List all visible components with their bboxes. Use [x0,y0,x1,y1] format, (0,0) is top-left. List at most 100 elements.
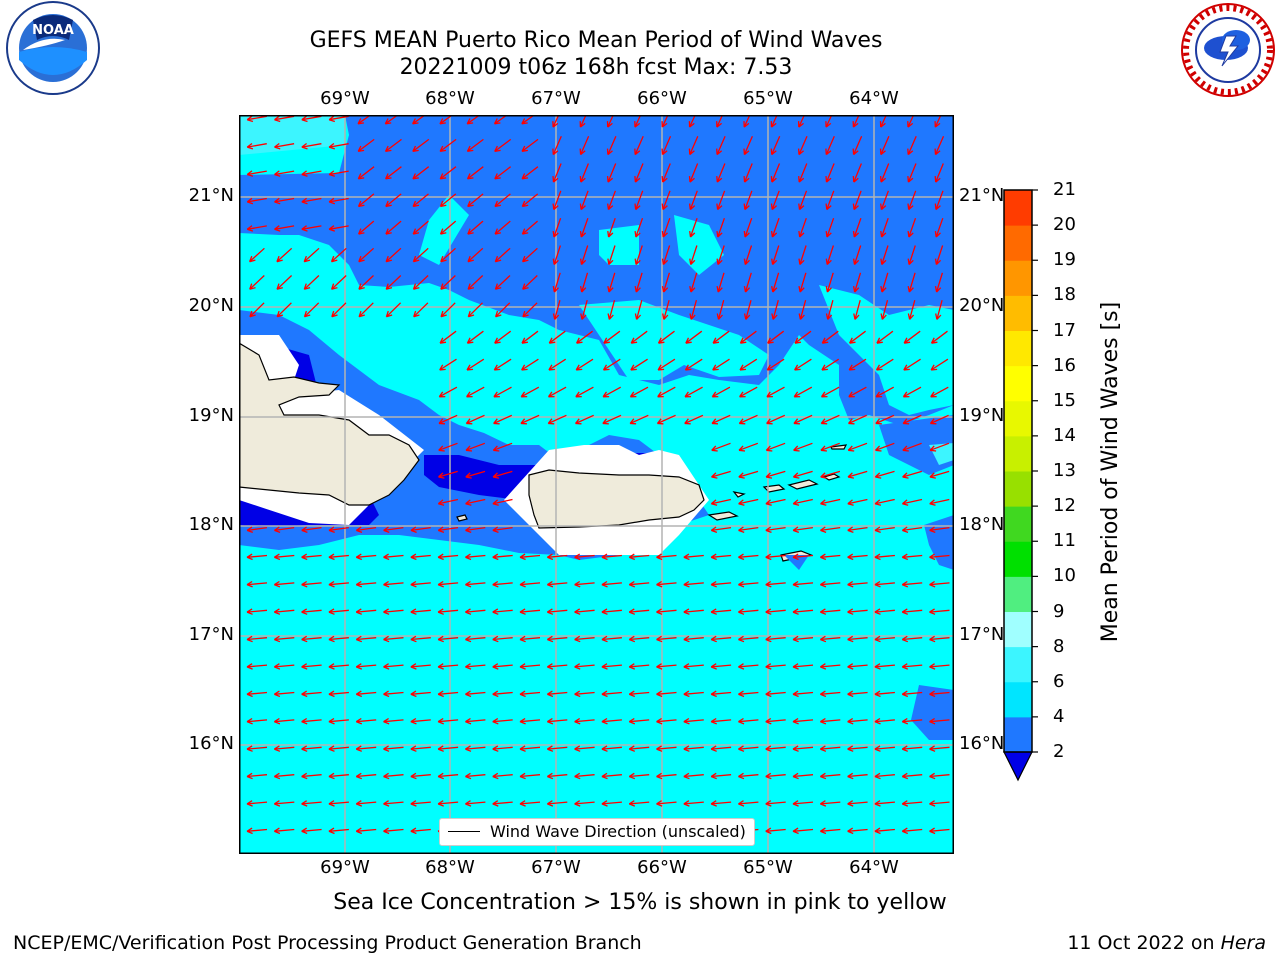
wind-wave-arrow [412,220,429,235]
wind-wave-arrow [246,608,268,615]
wind-wave-arrow [852,163,863,183]
wind-wave-arrow [770,217,780,238]
wind-wave-arrow [383,580,404,588]
wind-wave-arrow [738,414,758,425]
wind-wave-arrow [466,115,481,125]
lon-label-bottom: 67°W [531,857,581,878]
map-region-cyan-light [239,115,345,155]
colorbar-tick-label: 18 [1053,284,1076,306]
wind-wave-arrow [328,690,349,698]
wind-wave-arrow [683,800,704,807]
wind-wave-arrow [437,690,459,698]
wind-wave-arrow [355,772,377,780]
map-region-blue-north [239,115,954,425]
wind-wave-arrow [849,330,866,344]
wind-wave-arrow [847,827,868,835]
wind-wave-arrow [929,580,950,588]
wind-wave-arrow [552,135,562,156]
wind-wave-arrow [437,663,459,670]
wind-wave-arrow [743,245,753,265]
wind-wave-arrow [246,142,267,150]
wind-wave-arrow [579,115,587,128]
lon-label-bottom: 69°W [320,857,370,878]
wind-wave-arrow [410,553,431,561]
wind-wave-arrow [437,772,459,780]
wind-wave-arrow [710,635,732,643]
wind-wave-arrow [711,386,731,398]
wind-wave-arrow [383,800,404,807]
colorbar-tick-label: 9 [1053,600,1065,622]
wind-wave-arrow [412,247,429,263]
wind-wave-arrow [657,358,676,371]
wind-wave-arrow [847,553,868,561]
wind-wave-arrow [716,217,726,238]
wind-wave-arrow [770,190,780,211]
wind-wave-arrow [465,663,486,670]
wind-wave-arrow [546,772,568,780]
sea-ice-note: Sea Ice Concentration > 15% is shown in … [333,890,947,915]
wind-wave-arrow [792,580,814,588]
wind-wave-arrow [492,498,513,506]
wind-wave-arrow [743,190,753,211]
wind-wave-arrow [494,220,511,235]
lon-label-top: 68°W [425,88,475,109]
wind-wave-arrow [901,580,923,588]
wind-wave-arrow [657,386,676,398]
wind-wave-arrow [607,217,616,238]
map-region-cyan-north-1 [599,225,639,265]
wind-wave-arrow [819,580,841,588]
wind-wave-arrow [879,115,888,128]
wind-wave-arrow [358,247,375,263]
wind-wave-arrow [903,330,921,344]
wind-wave-arrow [847,442,868,452]
wind-wave-arrow [710,745,732,752]
wind-wave-arrow [465,690,486,698]
wind-wave-arrow [929,690,950,698]
wind-wave-arrow [383,635,404,643]
wind-wave-arrow [494,138,512,153]
wind-wave-arrow [792,690,814,698]
wind-wave-arrow [465,800,486,807]
wind-wave-arrow [661,272,671,293]
wind-wave-arrow [629,386,649,398]
wind-wave-arrow [574,635,595,643]
wind-wave-arrow [301,225,322,232]
wind-wave-arrow [331,302,347,318]
wind-wave-arrow [711,414,731,425]
wind-wave-arrow [847,526,868,534]
wind-wave-arrow [301,745,322,752]
wind-wave-arrow [825,115,833,128]
footer-right: 11 Oct 2022 on Hera [1067,932,1266,954]
wind-wave-arrow [661,190,671,211]
wind-wave-arrow [765,772,786,780]
wind-wave-arrow [766,358,785,371]
wind-wave-arrow [494,166,511,180]
map-land-puerto-rico [528,469,705,529]
colorbar-label: Mean Period of Wind Waves [s] [1098,301,1123,643]
colorbar-segment [1004,681,1032,718]
wind-wave-arrow [412,115,427,125]
wind-wave-arrow [575,386,594,398]
wind-wave-arrow [607,190,617,211]
wind-wave-arrow [771,272,780,293]
wind-wave-arrow [710,800,732,807]
wind-wave-arrow [929,442,950,452]
wind-wave-arrow [601,772,622,780]
wind-wave-arrow [410,663,431,670]
wind-wave-arrow [902,414,922,425]
wind-wave-arrow [602,358,621,371]
lat-label-left: 21°N [188,185,234,206]
wind-wave-arrow [410,608,431,615]
wind-wave-arrow [683,772,704,780]
wind-wave-arrow [546,690,568,698]
wind-wave-arrow [847,470,868,479]
wind-wave-arrow [574,608,595,615]
wind-wave-arrow [880,272,889,293]
wind-wave-arrow [246,745,268,752]
wind-wave-arrow [601,663,622,670]
colorbar-segment [1004,435,1032,472]
wind-wave-arrow [875,386,895,398]
wind-wave-arrow [301,690,322,698]
wind-wave-arrow [765,663,786,670]
wind-wave-arrow [819,635,841,643]
